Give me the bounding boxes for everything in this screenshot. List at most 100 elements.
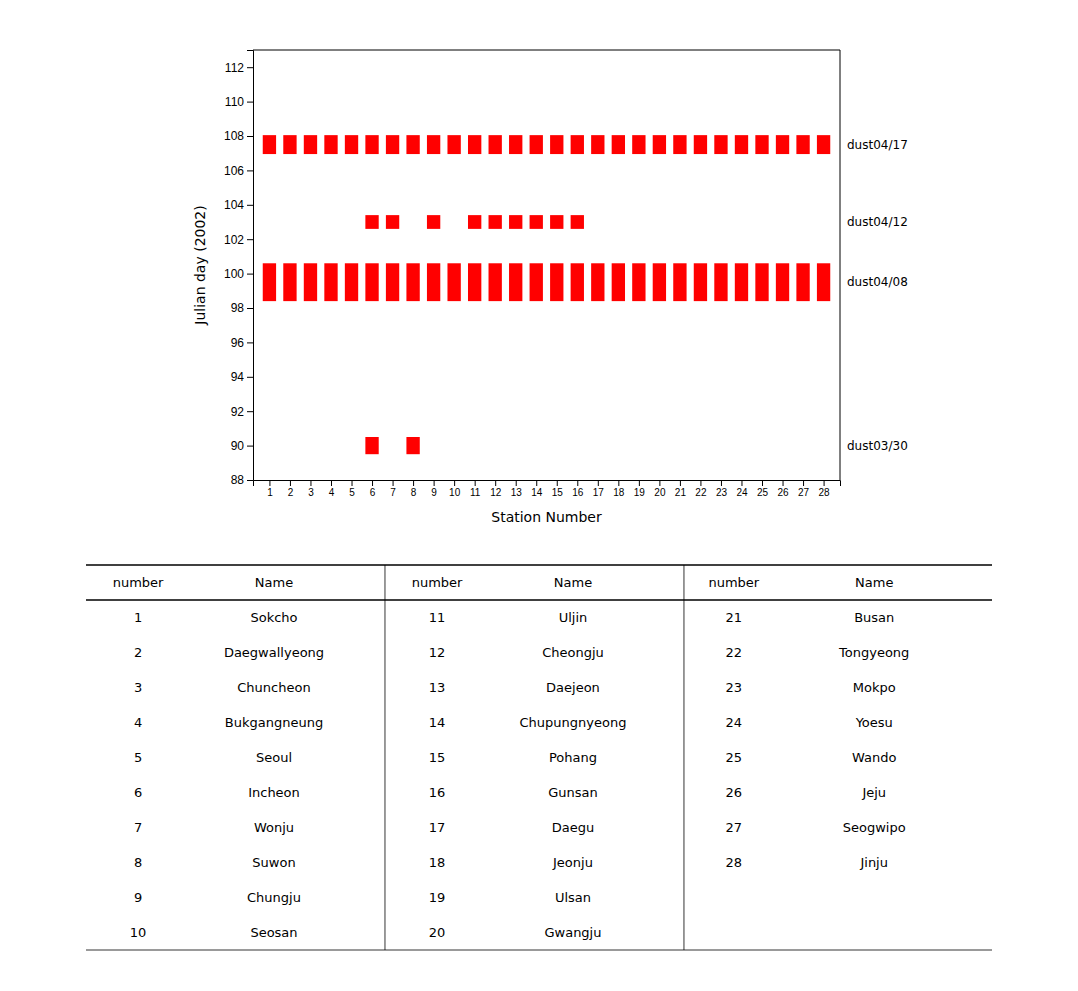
x-tick-mark [577,480,578,486]
x-tick-label: 18 [613,487,625,498]
table-name: Jeju [861,785,886,800]
x-tick-mark [454,480,455,486]
x-tick: 16 [572,480,584,498]
bar [632,263,645,301]
y-tick-label: 96 [231,336,245,350]
table-number: 2 [134,645,142,660]
x-tick-label: 8 [411,487,417,498]
y-tick-label: 94 [231,370,245,384]
x-tick: 2 [288,480,294,498]
x-tick: 19 [634,480,646,498]
bars [263,135,831,454]
y-tick: 104 [224,198,253,212]
table-header: Name [855,575,893,590]
bar [365,263,378,301]
y-tick-mark [247,308,253,309]
bar [817,135,830,154]
x-tick-mark [639,480,640,486]
table-number: 14 [429,715,446,730]
table-name: Jinju [859,855,888,870]
y-tick-label: 104 [224,198,244,212]
x-tick-label: 27 [798,487,810,498]
bar [653,263,666,301]
y-tick: 110 [225,95,253,109]
y-tick: 100 [224,267,253,281]
x-tick-label: 2 [288,487,294,498]
bar [735,263,748,301]
table-number: 7 [134,820,142,835]
frame-right [840,50,841,480]
x-tick-label: 6 [370,487,376,498]
table-number: 21 [726,610,743,625]
table-number: 8 [134,855,142,870]
y-axis: 889092949698100102104106108110112 [224,51,254,488]
x-tick-mark [659,480,660,486]
bar [386,263,399,301]
bar [694,263,707,301]
table-number: 20 [429,925,446,940]
x-tick: 15 [552,480,564,498]
bar [489,263,502,301]
table-name: Gunsan [548,785,598,800]
table-top-rule [86,564,992,566]
x-tick-mark [372,480,373,486]
x-tick: 17 [593,480,605,498]
bar [571,135,584,154]
x-tick-mark [536,480,537,486]
bar [550,263,563,301]
table-name: Mokpo [853,680,896,695]
table-number: 15 [429,750,446,765]
x-tick-label: 12 [490,487,502,498]
table-name: Seoul [256,750,292,765]
bar [509,135,522,154]
y-tick-mark [247,411,253,412]
y-tick-label: 112 [225,61,244,75]
x-tick-label: 4 [329,487,335,498]
x-tick-label: 11 [470,487,481,498]
frame-top [253,50,840,51]
x-tick: 3 [308,480,314,498]
table-name: Suwon [252,855,295,870]
table-number: 28 [726,855,743,870]
x-tick-label: 14 [531,487,543,498]
table-number: 19 [429,890,446,905]
bar [571,263,584,301]
bar [612,135,625,154]
bar [694,135,707,154]
bar [776,135,789,154]
plot: 1234567891011121314151617181920212223242… [192,50,908,525]
x-tick: 28 [819,480,831,498]
x-tick-mark [413,480,414,486]
table-number: 3 [134,680,142,695]
bar [427,135,440,154]
x-tick: 27 [798,480,810,498]
event-label: dust04/08 [847,275,908,289]
table-name: Daejeon [546,680,600,695]
bar [468,263,481,301]
x-tick-label: 21 [675,487,687,498]
x-tick-mark [557,480,558,486]
bar [365,215,378,229]
table-number: 1 [134,610,142,625]
x-tick-mark [680,480,681,486]
bar [324,263,337,301]
table-number: 10 [130,925,147,940]
table-header: number [412,575,463,590]
bar [304,135,317,154]
bar [386,135,399,154]
table-number: 27 [726,820,743,835]
table-header-rule [86,599,992,601]
bar [714,135,727,154]
table-name: Jeonju [552,855,593,870]
y-tick: 92 [231,405,253,419]
x-tick-mark [803,480,804,486]
bar [673,135,686,154]
y-tick-label: 100 [224,267,244,281]
x-tick-mark [700,480,701,486]
y-tick: 102 [224,233,253,247]
bar [632,135,645,154]
y-axis-line [247,51,254,481]
bar [406,263,419,301]
bar [755,135,768,154]
bar [447,263,460,301]
